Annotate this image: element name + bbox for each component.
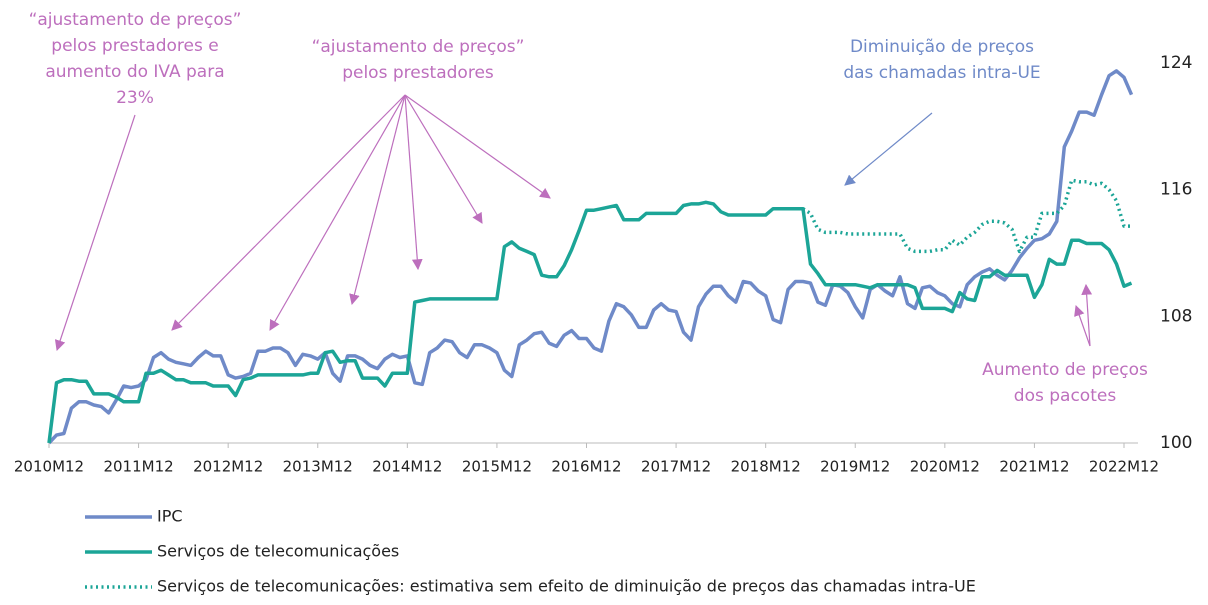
arrow: [404, 94, 423, 271]
annotation-text: pelos prestadores: [342, 63, 494, 83]
arrow: [404, 94, 551, 199]
x-tick-label: 2011M12: [103, 458, 173, 476]
annotation: “ajustamento de preços” pelos prestadores: [312, 37, 525, 83]
annotation-text: Diminuição de preços: [850, 37, 1034, 57]
y-tick-label: 124: [1160, 53, 1192, 73]
arrows: [54, 94, 1093, 352]
annotation: Aumento de preços dos pacotes: [982, 360, 1148, 406]
annotation: Diminuição de preços das chamadas intra-U…: [843, 37, 1040, 83]
annotation-text: “ajustamento de preços”: [312, 37, 525, 57]
annotation: “ajustamento de preços” pelos prestadores…: [29, 10, 242, 108]
x-tick-label: 2014M12: [372, 458, 442, 476]
arrow: [54, 114, 136, 352]
y-tick-label: 108: [1160, 306, 1192, 326]
x-tick-label: 2016M12: [551, 458, 621, 476]
legend-label: IPC: [157, 507, 183, 526]
x-tick-label: 2022M12: [1089, 458, 1159, 476]
x-tick-label: 2021M12: [999, 458, 1069, 476]
y-tick-label: 116: [1160, 180, 1192, 200]
arrow: [171, 94, 406, 331]
x-tick-label: 2015M12: [462, 458, 532, 476]
legend-label: Serviços de telecomunicações: [157, 542, 399, 561]
x-tick-label: 2019M12: [820, 458, 890, 476]
arrow: [349, 94, 406, 306]
x-tick-label: 2010M12: [14, 458, 84, 476]
arrow: [1074, 304, 1091, 347]
x-tick-label: 2012M12: [193, 458, 263, 476]
x-tick-label: 2018M12: [731, 458, 801, 476]
legend-label: Serviços de telecomunicações: estimativa…: [157, 577, 976, 596]
annotation-text: Aumento de preços: [982, 360, 1148, 380]
arrow: [269, 94, 406, 331]
annotation-text: das chamadas intra-UE: [843, 63, 1040, 83]
annotation-text: aumento do IVA para: [45, 62, 224, 82]
series-line: [802, 178, 1132, 254]
x-tick-label: 2017M12: [641, 458, 711, 476]
annotation-text: “ajustamento de preços”: [29, 10, 242, 30]
arrow: [404, 94, 483, 224]
series-line: [47, 69, 1134, 445]
arrow: [844, 112, 933, 186]
annotation-text: dos pacotes: [1014, 386, 1117, 406]
annotation-text: 23%: [116, 88, 154, 108]
arrow: [1081, 283, 1093, 347]
series-line: [47, 200, 1133, 444]
x-tick-label: 2020M12: [910, 458, 980, 476]
annotation-text: pelos prestadores e: [51, 36, 218, 56]
x-tick-label: 2013M12: [283, 458, 353, 476]
y-tick-label: 100: [1160, 433, 1192, 453]
